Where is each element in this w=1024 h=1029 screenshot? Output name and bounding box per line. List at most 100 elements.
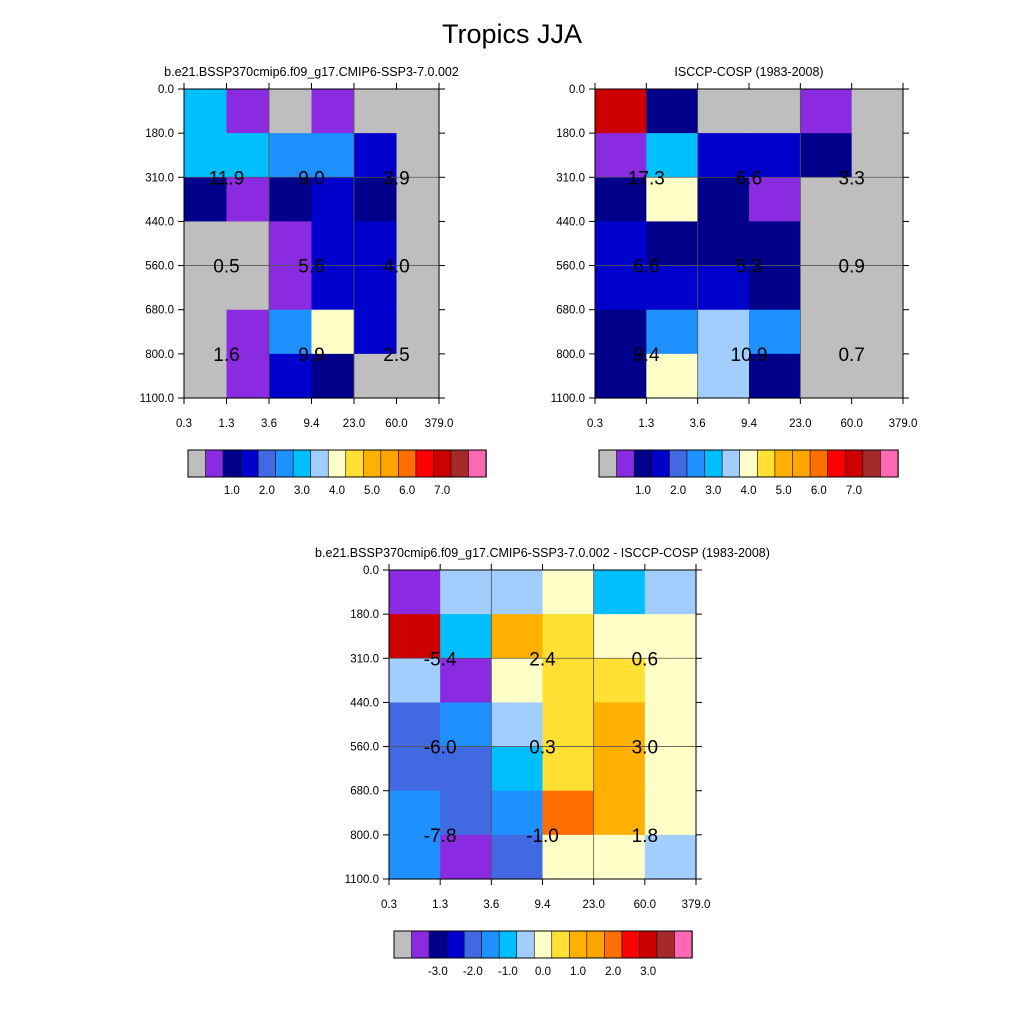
- heatmap-cell: [697, 309, 750, 355]
- colorbar-swatch: [792, 449, 811, 478]
- value-label: 0.6: [632, 649, 658, 670]
- value-label: 5.3: [736, 257, 762, 278]
- y-tick-label: 560.0: [556, 261, 585, 273]
- panel-difference: b.e21.BSSP370cmip6.f09_g17.CMIP6-SSP3-7.…: [315, 546, 770, 978]
- heatmap-cell: [389, 790, 441, 836]
- colorbar-swatch: [739, 449, 759, 478]
- heatmap-cell: [644, 746, 697, 792]
- x-tick-label: 379.0: [889, 418, 918, 430]
- heatmap-cell: [491, 790, 544, 836]
- heatmap-cell: [491, 658, 544, 704]
- heatmap-cell: [396, 177, 440, 223]
- heatmap-cell: [440, 702, 492, 748]
- y-tick-label: 800.0: [556, 349, 585, 361]
- heatmap-cell: [749, 309, 801, 355]
- x-tick-label: 379.0: [425, 418, 454, 430]
- heatmap-cell: [226, 133, 270, 178]
- colorbar-swatch: [498, 930, 518, 959]
- colorbar-swatch: [327, 449, 347, 478]
- heatmap-cell: [749, 353, 801, 399]
- value-label: 17.3: [628, 168, 665, 189]
- heatmap-cell: [749, 265, 801, 311]
- heatmap-cell: [311, 133, 355, 178]
- y-tick-label: 0.0: [569, 84, 585, 96]
- x-tick-label: 23.0: [582, 899, 604, 911]
- colorbar-swatch: [516, 930, 535, 959]
- colorbar-swatch: [292, 449, 312, 478]
- y-tick-label: 1100.0: [345, 874, 379, 886]
- colorbar-label: 2.0: [259, 485, 275, 497]
- y-tick-label: 800.0: [350, 830, 379, 842]
- panel-title: ISCCP-COSP (1983-2008): [674, 65, 823, 79]
- heatmap-cell: [593, 570, 646, 615]
- heatmap-cell: [593, 614, 646, 659]
- colorbar-swatch: [568, 930, 588, 959]
- heatmap-cell: [184, 133, 228, 178]
- heatmap-cell: [440, 834, 492, 880]
- colorbar-swatch: [586, 930, 606, 959]
- x-tick-label: 9.4: [741, 418, 758, 430]
- colorbar-swatch: [275, 449, 294, 478]
- panel-title: b.e21.BSSP370cmip6.f09_g17.CMIP6-SSP3-7.…: [164, 65, 459, 79]
- colorbar-swatch: [393, 930, 413, 959]
- x-tick-label: 3.6: [690, 418, 706, 430]
- heatmap-cell: [491, 702, 544, 748]
- heatmap-cell: [311, 353, 355, 399]
- value-label: 1.8: [632, 826, 658, 847]
- heatmap-cell: [269, 133, 313, 178]
- colorbar-swatch: [639, 930, 658, 959]
- heatmap-cell: [644, 570, 697, 615]
- heatmap-cell: [644, 834, 697, 880]
- colorbar-label: 6.0: [811, 485, 827, 497]
- colorbar-swatch: [398, 449, 417, 478]
- heatmap-cell: [184, 221, 228, 267]
- heatmap-cell: [491, 570, 544, 615]
- colorbar-swatch: [862, 449, 882, 478]
- y-tick-label: 310.0: [556, 172, 585, 184]
- heatmap-cell: [491, 614, 544, 659]
- x-tick-label: 23.0: [343, 418, 365, 430]
- x-tick-label: 23.0: [789, 418, 811, 430]
- x-tick-label: 60.0: [634, 899, 656, 911]
- heatmap-cell: [644, 790, 697, 836]
- value-label: 2.5: [383, 345, 409, 366]
- heatmap-cell: [646, 221, 699, 267]
- heatmap-cell: [646, 309, 699, 355]
- value-label: 11.9: [209, 168, 245, 189]
- heatmap-cell: [354, 309, 398, 355]
- value-label: 0.9: [838, 257, 864, 278]
- y-tick-label: 180.0: [145, 128, 174, 140]
- heatmap-cell: [646, 177, 699, 223]
- heatmap-cell: [646, 133, 699, 178]
- heatmap-cell: [851, 133, 904, 178]
- heatmap-cell: [851, 177, 904, 223]
- colorbar-label: 5.0: [364, 485, 380, 497]
- heatmap-cell: [595, 133, 647, 178]
- heatmap-cell: [440, 570, 492, 615]
- colorbar-label: 4.0: [329, 485, 345, 497]
- x-tick-label: 379.0: [682, 899, 711, 911]
- heatmap-cell: [644, 658, 697, 704]
- colorbar-swatch: [621, 930, 641, 959]
- x-tick-label: 60.0: [385, 418, 407, 430]
- heatmap-cell: [749, 89, 801, 134]
- heatmap-cell: [644, 702, 697, 748]
- heatmap-cell: [396, 353, 440, 399]
- colorbar-swatch: [704, 449, 723, 478]
- heatmap-cell: [851, 221, 904, 267]
- value-label: 3.0: [632, 738, 658, 759]
- y-tick-label: 1100.0: [551, 393, 585, 405]
- heatmap-cell: [595, 89, 647, 134]
- y-tick-label: 180.0: [350, 609, 379, 621]
- y-tick-label: 440.0: [145, 216, 174, 228]
- value-label: 1.6: [213, 345, 239, 366]
- heatmap-cell: [851, 89, 904, 134]
- value-label: 0.3: [529, 738, 555, 759]
- value-label: -5.4: [424, 649, 457, 670]
- x-tick-label: 3.6: [261, 418, 277, 430]
- value-label: 10.9: [731, 345, 768, 366]
- heatmap-cell: [354, 177, 398, 223]
- colorbar-swatch: [844, 449, 864, 478]
- value-label: -7.8: [424, 826, 457, 847]
